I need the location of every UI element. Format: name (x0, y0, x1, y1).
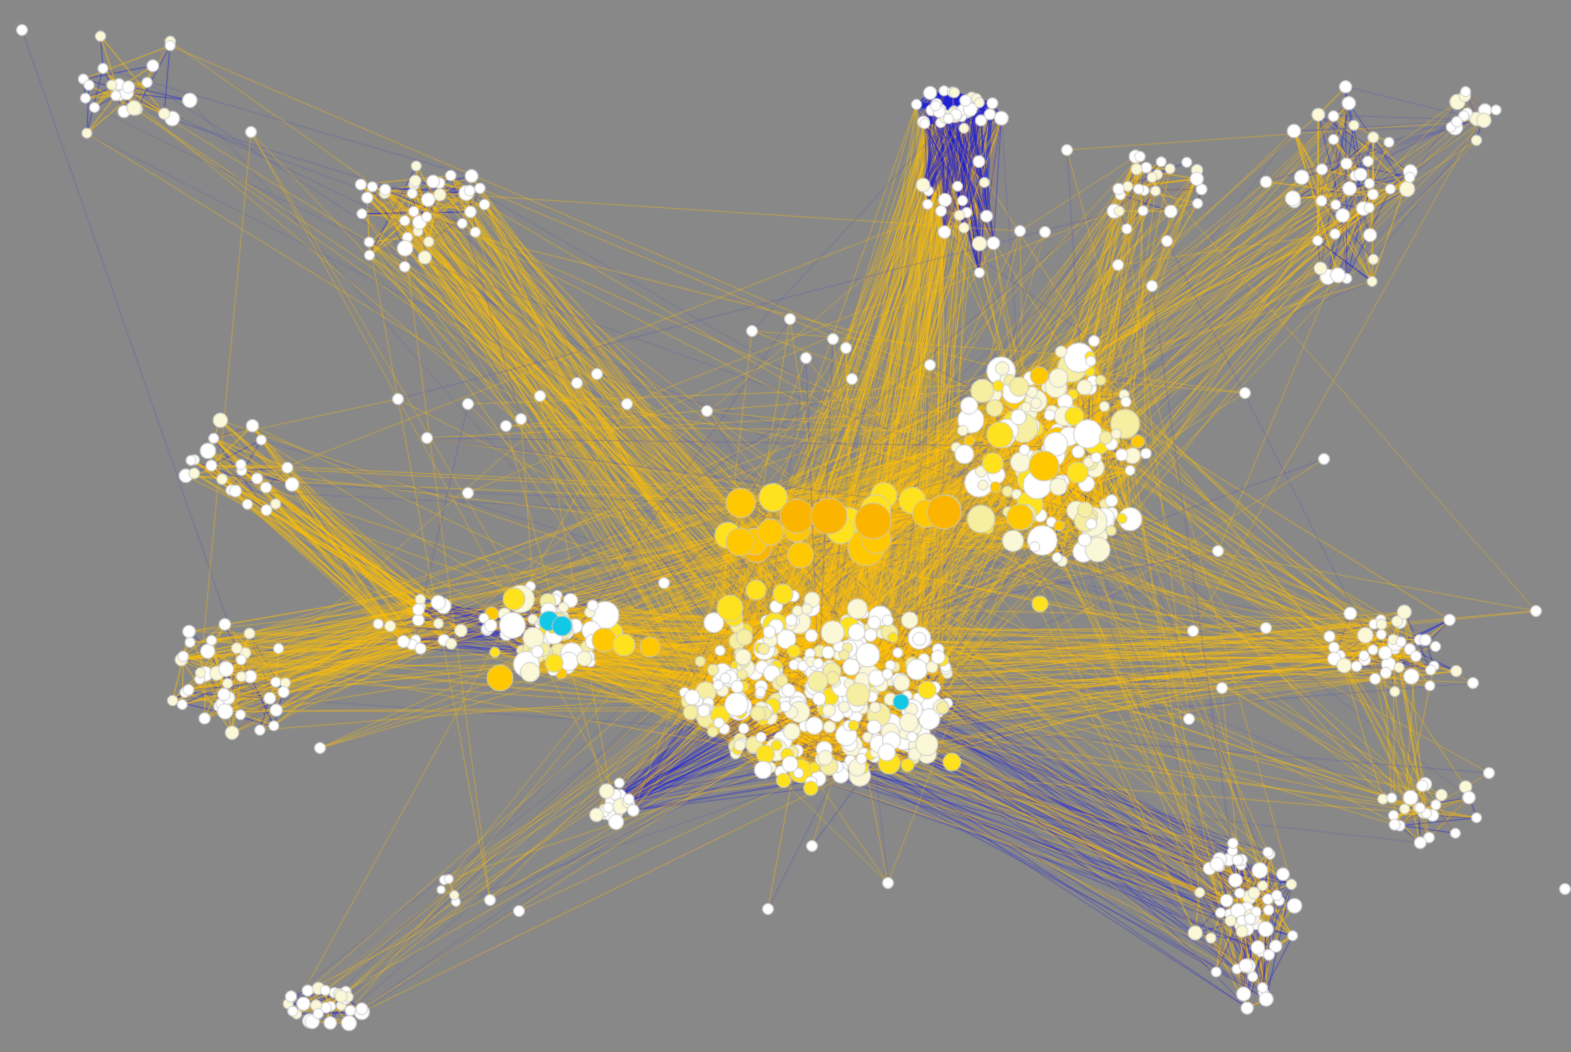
graph-visualization-stage (0, 0, 1571, 1052)
network-graph-canvas[interactable] (0, 0, 1571, 1052)
